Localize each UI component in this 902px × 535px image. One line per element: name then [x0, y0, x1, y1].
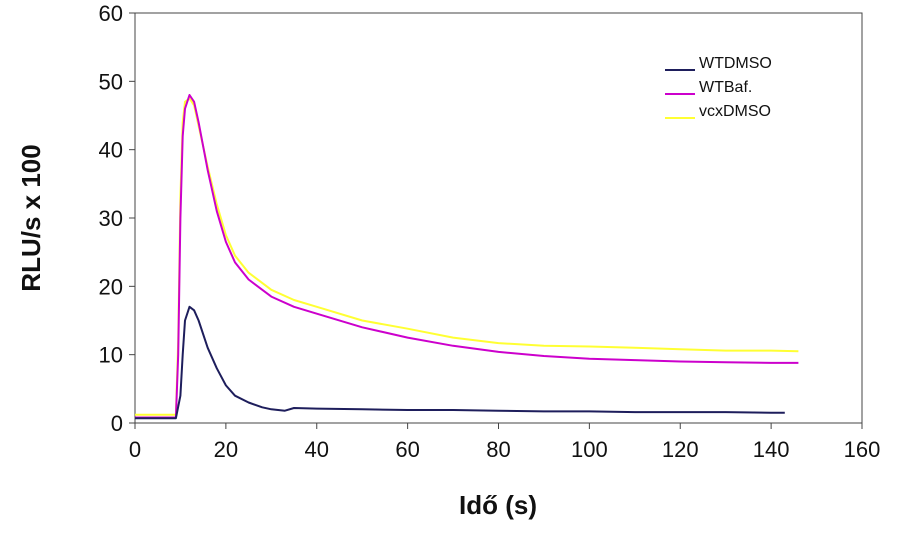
x-tick-label: 80 [486, 437, 510, 462]
y-tick-label: 60 [99, 1, 123, 26]
legend-label: vcxDMSO [699, 103, 771, 120]
legend-label: WTDMSO [699, 55, 772, 72]
x-tick-label: 20 [214, 437, 238, 462]
y-axis-title: RLU/s x 100 [16, 144, 46, 291]
y-tick-label: 0 [111, 411, 123, 436]
plot-area [134, 12, 863, 424]
x-tick-label: 140 [753, 437, 790, 462]
x-tick-label: 120 [662, 437, 699, 462]
legend-label: WTBaf. [699, 79, 752, 96]
y-tick-label: 20 [99, 274, 123, 299]
y-tick-label: 10 [99, 343, 123, 368]
y-tick-label: 40 [99, 138, 123, 163]
x-axis-title: Idő (s) [459, 490, 537, 520]
y-tick-label: 30 [99, 206, 123, 231]
series-line-wtbaf [135, 94, 799, 419]
x-tick-label: 40 [305, 437, 329, 462]
y-ticks: 0 10 20 30 40 50 60 [99, 1, 135, 436]
x-tick-label: 60 [395, 437, 419, 462]
x-ticks: 0 20 40 60 80 100 120 140 160 [129, 423, 880, 462]
x-tick-label: 160 [844, 437, 881, 462]
legend: WTDMSO WTBaf. vcxDMSO [665, 55, 772, 120]
series-line-wtdmso [135, 305, 785, 420]
x-tick-label: 0 [129, 437, 141, 462]
y-tick-label: 50 [99, 69, 123, 94]
series-group [135, 94, 799, 420]
x-tick-label: 100 [571, 437, 608, 462]
